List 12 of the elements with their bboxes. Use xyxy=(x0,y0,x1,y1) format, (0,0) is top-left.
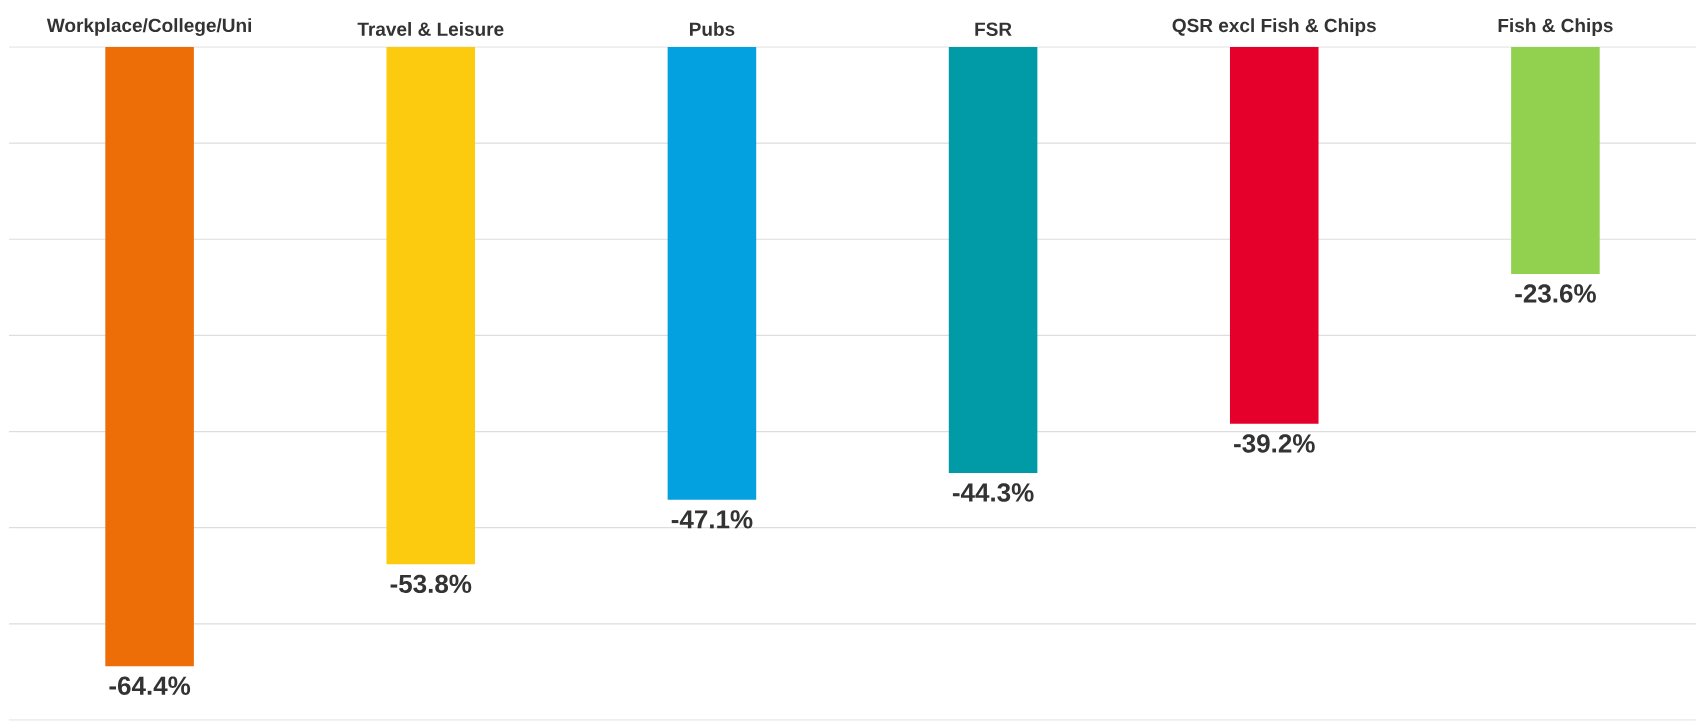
data-label: -23.6% xyxy=(1515,284,1596,303)
data-label: -64.4% xyxy=(109,676,191,695)
data-label: -47.1% xyxy=(671,510,753,529)
x-tick-label: QSR excl Fish & Chips xyxy=(1172,18,1376,36)
data-label: -44.3% xyxy=(952,483,1034,502)
x-tick-label: Pubs xyxy=(689,21,735,36)
x-tick-label: Travel & Leisure xyxy=(357,21,504,36)
data-label: -39.2% xyxy=(1234,434,1315,453)
x-tick-label: Workplace/College/Uni xyxy=(46,18,252,36)
x-tick-label: Fish & Chips xyxy=(1498,18,1613,36)
x-tick-label: FSR xyxy=(975,22,1012,36)
data-label: -53.8% xyxy=(390,574,472,594)
